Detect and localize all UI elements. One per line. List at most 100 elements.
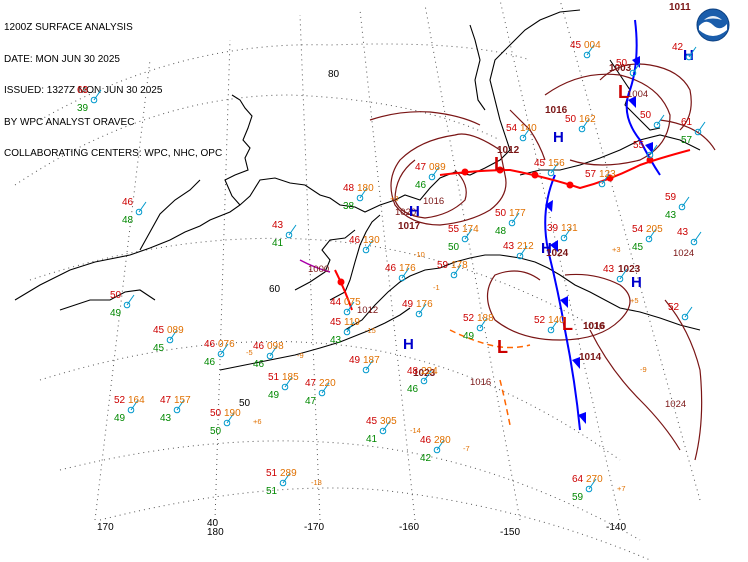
noaa-logo	[696, 8, 730, 42]
station-circle-icon	[223, 419, 231, 427]
station-pressure: 156	[548, 158, 565, 169]
pressure-tendency: -7	[463, 444, 470, 453]
isobar-label: 1016	[423, 196, 444, 207]
wind-barb-icon	[648, 228, 657, 240]
station-pressure: 119	[344, 317, 360, 328]
wind-barb-icon	[284, 376, 293, 388]
graticule	[14, 0, 701, 561]
station-dewpoint: 46	[253, 359, 265, 370]
station-pressure: 176	[399, 263, 416, 274]
station-temperature: 59	[665, 192, 677, 203]
pressure-tendency: -18	[311, 478, 322, 487]
station-pressure: 164	[128, 395, 145, 406]
station-circle-icon	[217, 350, 225, 358]
wind-barb-icon	[365, 239, 374, 251]
pressure-tendency: -5	[246, 348, 253, 357]
station-temperature: 52	[463, 313, 475, 324]
wind-barb-icon	[226, 412, 235, 424]
wind-barb-icon	[138, 201, 147, 213]
wind-barb-icon	[563, 227, 572, 239]
station-temperature: 50	[565, 114, 577, 125]
station-temperature: 47	[305, 378, 317, 389]
isobar-label: 1024	[665, 399, 686, 410]
wind-barb-icon	[401, 267, 410, 279]
isobar-label: 1000	[308, 264, 329, 275]
station-pressure: 187	[363, 355, 380, 366]
station-plot: 55	[633, 140, 658, 159]
station-temperature: 46	[204, 339, 216, 350]
station-temperature: 45	[330, 317, 342, 328]
station-plot: 50	[616, 58, 641, 77]
station-pressure: 075	[344, 297, 361, 308]
station-circle-icon	[379, 427, 387, 435]
wind-barb-icon	[382, 420, 391, 432]
trough	[499, 379, 511, 426]
station-temperature: 59	[437, 260, 449, 271]
station-pressure: 188	[477, 313, 494, 324]
wind-barb-icon	[423, 370, 432, 382]
station-circle-icon	[428, 173, 436, 181]
station-temperature: 46	[385, 263, 397, 274]
station-dewpoint: 38	[343, 201, 355, 212]
station-temperature: 51	[268, 372, 280, 383]
station-temperature: 57	[585, 169, 597, 180]
station-circle-icon	[285, 231, 293, 239]
station-dewpoint: 49	[463, 331, 475, 342]
wind-barb-icon	[130, 399, 139, 411]
high-center: H	[541, 240, 552, 257]
station-dewpoint: 45	[153, 343, 165, 354]
station-circle-icon	[616, 275, 624, 283]
station-circle-icon	[281, 383, 289, 391]
station-temperature: 50	[640, 110, 652, 121]
station-plot: 61 57	[681, 117, 706, 146]
station-plot: 46 48	[122, 197, 147, 226]
station-temperature: 43	[603, 264, 615, 275]
station-temperature: 45	[366, 416, 378, 427]
station-plot: 46 176	[385, 263, 416, 282]
station-temperature: 46	[253, 341, 265, 352]
high-center: H	[631, 274, 642, 291]
station-circle-icon	[694, 128, 702, 136]
station-pressure: 162	[579, 114, 596, 125]
pressure-tendency: -10	[414, 250, 425, 259]
station-pressure: 089	[429, 162, 446, 173]
station-pressure: 130	[363, 235, 380, 246]
wind-barb-icon	[684, 306, 693, 318]
wind-barb-icon	[601, 173, 610, 185]
lon-label-180: 180	[207, 527, 224, 538]
station-temperature: 55	[448, 224, 460, 235]
wind-barb-icon	[436, 439, 445, 451]
station-dewpoint: 49	[110, 308, 122, 319]
station-circle-icon	[583, 51, 591, 59]
isobar-label: 1024	[673, 248, 694, 259]
lon-label-m150: -150	[500, 527, 520, 538]
station-circle-icon	[653, 121, 661, 129]
isobar-labels: 1016 1020 1024 1016 1004 1000 1012 1016 …	[308, 89, 694, 410]
station-circle-icon	[646, 151, 654, 159]
station-pressure: 178	[451, 260, 468, 271]
station-circle-icon	[450, 271, 458, 279]
station-temperature: 48	[343, 183, 355, 194]
pressure-tendency: -1	[433, 283, 440, 292]
high-center-value: 1023	[618, 264, 641, 275]
station-plot: 44 075	[330, 297, 361, 316]
header-centers: COLLABORATING CENTERS: WPC, NHC, OPC	[4, 148, 223, 159]
station-temperature: 43	[272, 220, 284, 231]
station-dewpoint: 41	[366, 434, 378, 445]
grid-labels: 80 60 50 40 170 180 -170 -160 -150 -140	[97, 69, 626, 538]
station-dewpoint: 47	[305, 396, 317, 407]
station-plot: 45 156	[534, 158, 565, 177]
wind-barb-icon	[581, 118, 590, 130]
wind-barb-icon	[288, 224, 297, 236]
wind-barb-icon	[453, 264, 462, 276]
station-circle-icon	[127, 406, 135, 414]
station-circle-icon	[123, 301, 131, 309]
